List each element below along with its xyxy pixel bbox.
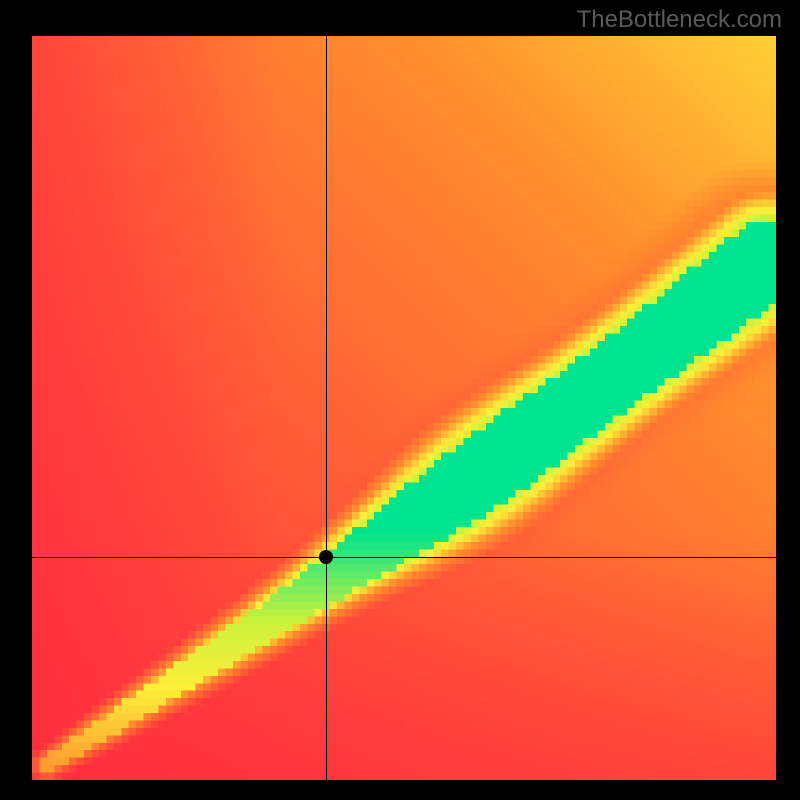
watermark-text: TheBottleneck.com (577, 6, 782, 34)
heatmap-canvas (32, 36, 776, 780)
plot-area (32, 36, 776, 780)
chart-container: TheBottleneck.com (0, 0, 800, 800)
